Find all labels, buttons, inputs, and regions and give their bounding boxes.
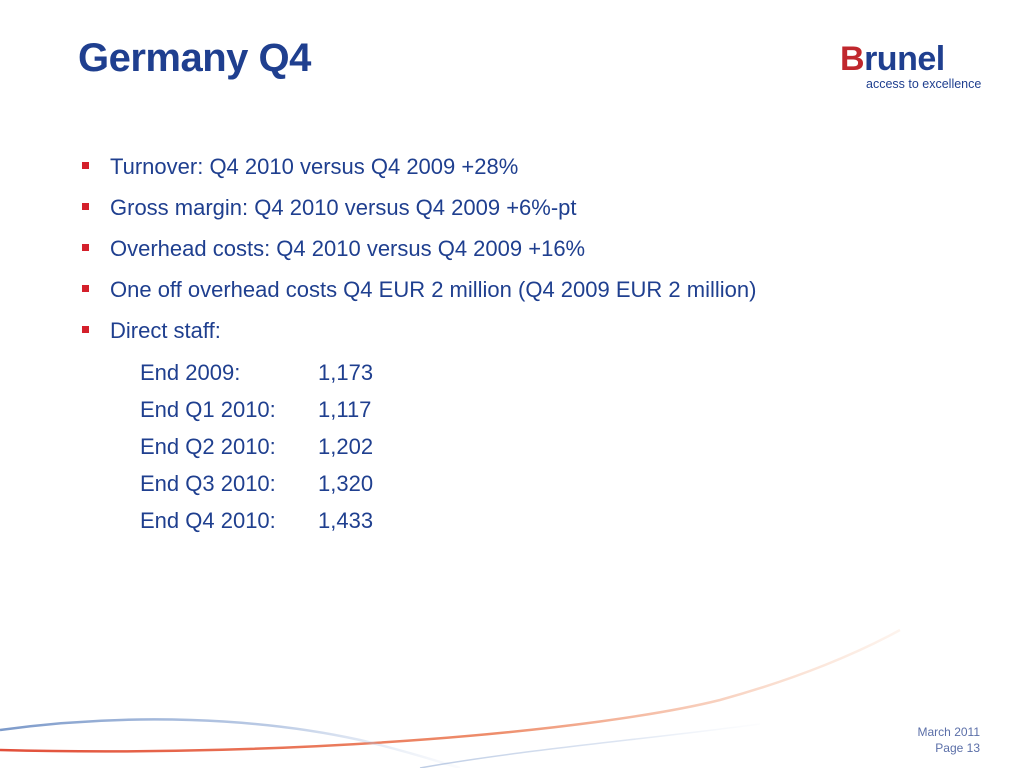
square-bullet-icon [82,244,89,251]
slide-title: Germany Q4 [78,36,311,80]
svg-text:access to excellence: access to excellence [866,77,981,91]
staff-row: End Q4 2010: 1,433 [140,503,440,540]
bullet-item-one-off-costs: One off overhead costs Q4 EUR 2 million … [80,271,980,312]
square-bullet-icon [82,162,89,169]
bullet-item-turnover: Turnover: Q4 2010 versus Q4 2009 +28% [80,148,980,189]
bullet-text: One off overhead costs Q4 EUR 2 million … [110,277,757,302]
slide-footer: March 2011 Page 13 [918,724,980,756]
page-number: Page 13 [935,741,980,755]
bullet-text: Turnover: Q4 2010 versus Q4 2009 +28% [110,154,519,179]
bullet-item-overhead-costs: Overhead costs: Q4 2010 versus Q4 2009 +… [80,230,980,271]
staff-count-value: 1,202 [318,434,374,459]
bullet-text: Gross margin: Q4 2010 versus Q4 2009 +6%… [110,195,577,220]
blue-swoosh-line [0,718,461,768]
staff-count-value: 1,117 [318,397,372,422]
staff-row: End 2009: 1,173 [140,355,440,392]
svg-text:Brunel: Brunel [840,40,945,78]
staff-period-label: End 2009: [140,360,241,385]
brunel-logo: Brunel access to excellence [838,36,988,92]
bullet-item-gross-margin: Gross margin: Q4 2010 versus Q4 2009 +6%… [80,189,980,230]
staff-count-value: 1,320 [318,471,374,496]
staff-row: End Q2 2010: 1,202 [140,429,440,466]
staff-count-value: 1,173 [318,360,374,385]
staff-row: End Q3 2010: 1,320 [140,466,440,503]
bullet-text: Direct staff: [110,318,221,343]
staff-period-label: End Q1 2010: [140,397,276,422]
red-swoosh-line [0,628,901,753]
blue-swoosh-line [419,723,761,768]
direct-staff-table: End 2009: 1,173 End Q1 2010: 1,117 End Q2 … [140,355,440,540]
staff-period-label: End Q3 2010: [140,471,276,496]
bullet-list: Turnover: Q4 2010 versus Q4 2009 +28% Gr… [80,148,980,353]
bullet-text: Overhead costs: Q4 2010 versus Q4 2009 +… [110,236,586,261]
bullet-item-direct-staff: Direct staff: [80,312,980,353]
square-bullet-icon [82,285,89,292]
square-bullet-icon [82,326,89,333]
footer-date: March 2011 [917,725,980,739]
staff-row: End Q1 2010: 1,117 [140,392,440,429]
staff-period-label: End Q4 2010: [140,508,276,533]
staff-period-label: End Q2 2010: [140,434,276,459]
decorative-swoosh [0,628,901,768]
square-bullet-icon [82,203,89,210]
staff-count-value: 1,433 [318,508,374,533]
